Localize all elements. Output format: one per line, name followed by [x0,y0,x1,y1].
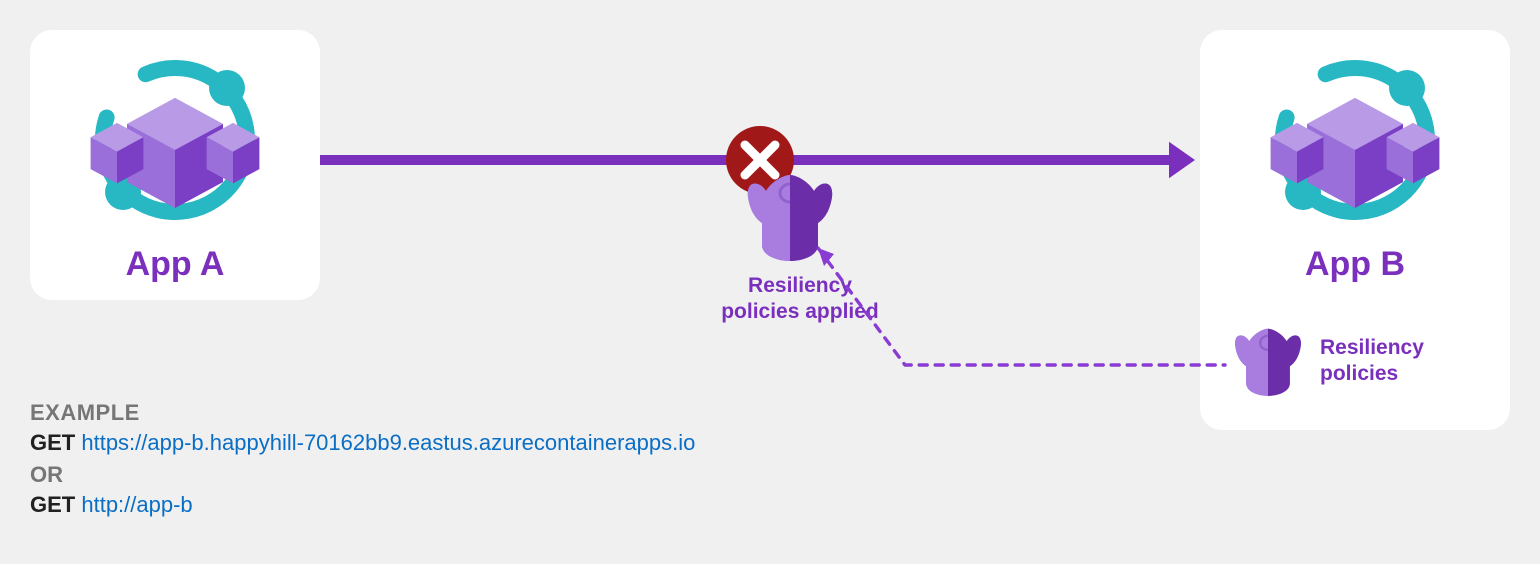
example-url-2: http://app-b [81,492,192,517]
center-policies-line1: Resiliency [700,273,900,299]
example-header: EXAMPLE [30,400,695,426]
right-policies-line1: Resiliency [1320,335,1490,361]
example-url-1: https://app-b.happyhill-70162bb9.eastus.… [81,430,695,455]
app-a-card: App A [30,30,320,300]
center-policies-line2: policies applied [700,299,900,325]
example-block: EXAMPLE GET https://app-b.happyhill-7016… [30,400,695,518]
app-b-label: App B [1200,245,1510,284]
get-label-1: GET [30,430,75,455]
center-policies-label: Resiliency policies applied [700,273,900,326]
right-policies-label: Resiliency policies [1320,335,1490,388]
example-line-2: GET http://app-b [30,492,695,518]
app-a-label: App A [30,245,320,284]
example-line-1: GET https://app-b.happyhill-70162bb9.eas… [30,430,695,456]
get-label-2: GET [30,492,75,517]
example-or: OR [30,462,695,488]
right-policies-line2: policies [1320,361,1490,387]
